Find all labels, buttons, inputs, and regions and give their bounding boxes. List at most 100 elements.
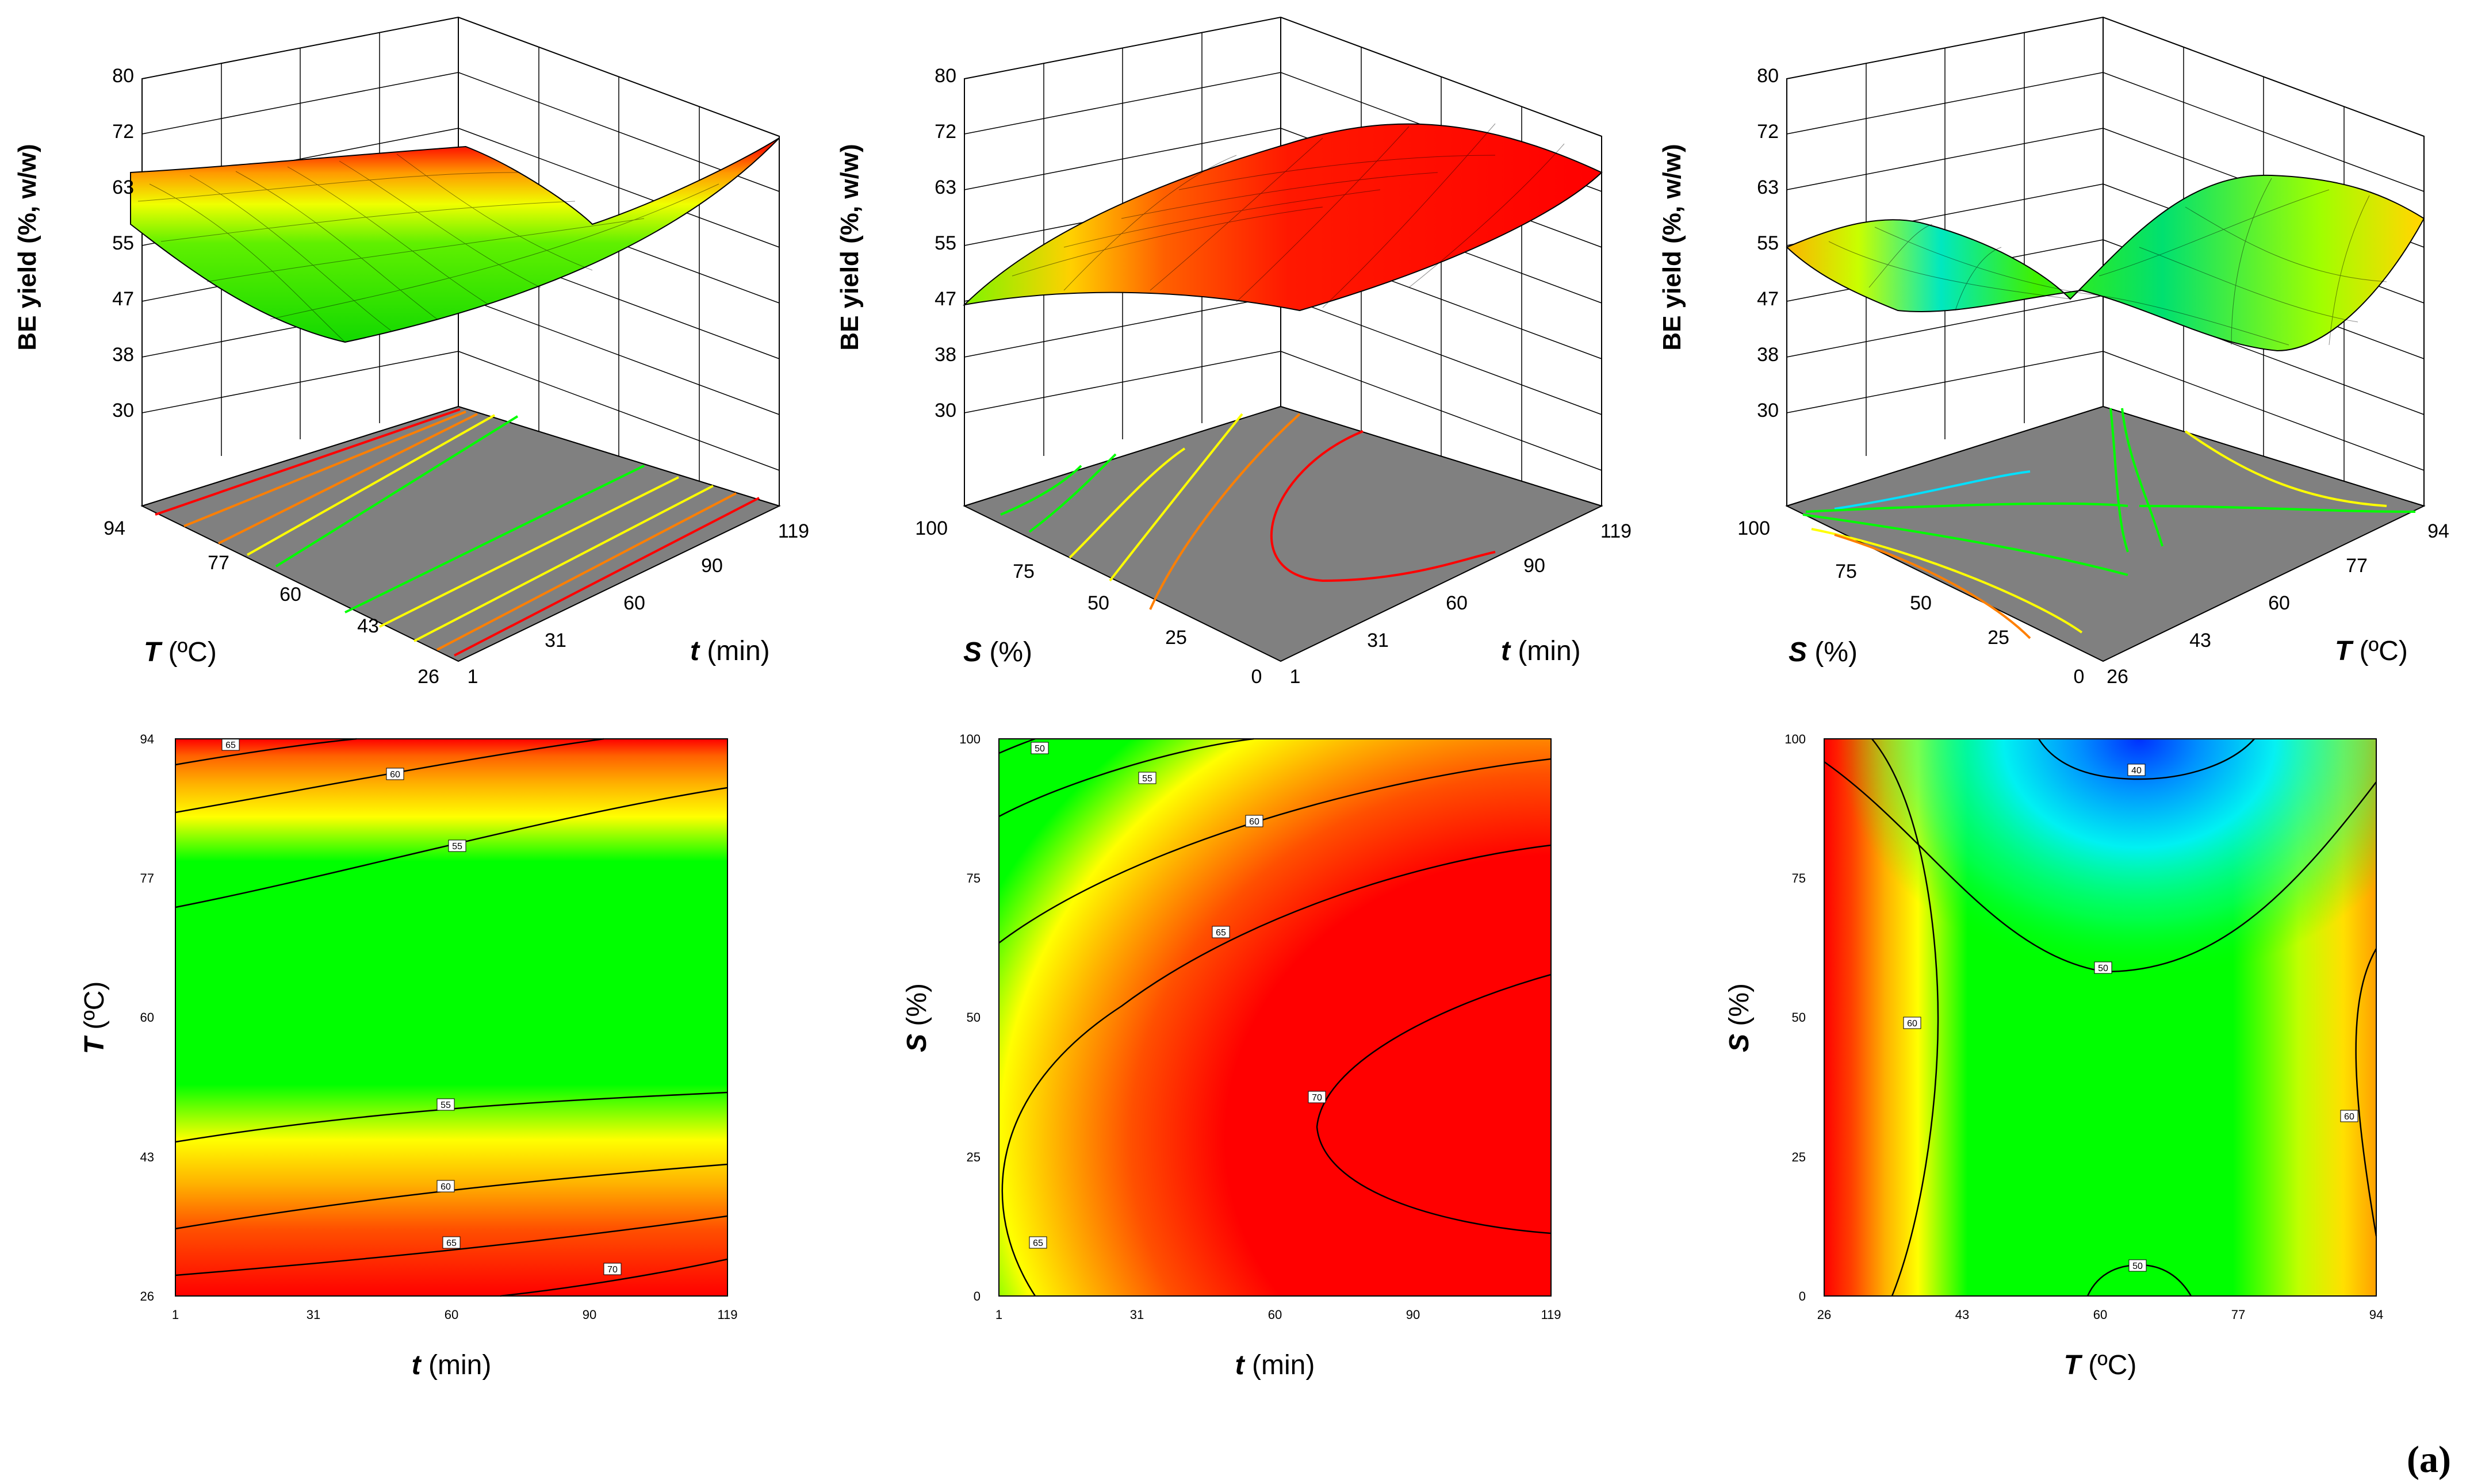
contour-label-box	[448, 839, 466, 852]
z-tick: 80	[1757, 65, 1779, 87]
y-tick: 25	[1792, 1150, 1806, 1164]
y-tick: 50	[967, 1010, 981, 1025]
x-tick: 60	[1446, 592, 1468, 614]
y-tick: 25	[1165, 627, 1187, 649]
x-tick: 77	[2346, 555, 2368, 577]
contour-floor	[963, 405, 1603, 662]
y-tick: 43	[357, 615, 379, 637]
z-tick: 47	[112, 288, 134, 310]
x-tick: 77	[2231, 1307, 2245, 1322]
surface-mesh	[1828, 178, 2387, 346]
z-axis-title: BE yield (%, w/w)	[1658, 144, 1686, 350]
x-tick: 1	[995, 1307, 1002, 1322]
contour-label-box	[2128, 1259, 2147, 1272]
y-tick: 75	[1013, 561, 1035, 582]
z-tick: 80	[935, 65, 956, 87]
y-tick: 25	[1988, 627, 2009, 649]
contour-label-box	[442, 1236, 461, 1249]
response-surface	[130, 137, 780, 343]
plot-frame	[998, 738, 1552, 1297]
y-tick: 50	[1792, 1010, 1806, 1025]
contour-label-box	[1138, 772, 1157, 784]
x-tick: 94	[2369, 1307, 2383, 1322]
y-axis-title: T (ºC)	[79, 981, 110, 1054]
contour-label: 60	[1249, 817, 1259, 827]
x-axis-title: t (min)	[1501, 636, 1581, 666]
y-tick: 25	[967, 1150, 981, 1164]
contour-floor	[1785, 405, 2426, 662]
x-tick: 60	[623, 592, 645, 614]
y-tick: 77	[140, 871, 154, 885]
x-tick: 90	[1406, 1307, 1420, 1322]
x-tick: 90	[701, 555, 723, 577]
y-tick: 100	[959, 732, 981, 746]
contour-label-box	[2094, 961, 2112, 974]
z-tick: 55	[1757, 232, 1779, 254]
x-tick: 43	[1955, 1307, 1969, 1322]
z-tick: 38	[112, 344, 134, 366]
z-tick: 80	[112, 65, 134, 87]
x-tick: 26	[1817, 1307, 1831, 1322]
x-axis-unit: (ºC)	[2081, 1350, 2137, 1381]
heatmap-field	[175, 739, 727, 1296]
y-tick: 60	[279, 584, 301, 605]
y-axis-unit: (ºC)	[79, 981, 110, 1038]
y-tick: 43	[140, 1150, 154, 1164]
x-axis-symbol: T	[2064, 1350, 2083, 1381]
z-tick: 30	[1757, 400, 1779, 421]
surface-mesh	[1012, 123, 1565, 308]
x-axis-symbol: t	[412, 1350, 422, 1381]
y-tick: 75	[967, 871, 981, 885]
contour-label-box	[1245, 815, 1263, 827]
contour-label: 65	[1033, 1238, 1043, 1248]
contour-label: 60	[1907, 1019, 1917, 1029]
contour-label: 50	[2098, 964, 2108, 973]
contour-labels: 65 60 55 55 60 65 70	[221, 738, 622, 1275]
contour-label-box	[1029, 1236, 1047, 1249]
y-axis-symbol: T	[144, 637, 163, 668]
y-tick: 60	[140, 1010, 154, 1025]
y-tick: 100	[1784, 732, 1806, 746]
contour-label: 65	[446, 1238, 457, 1248]
x-axis-symbol: T	[2335, 636, 2354, 666]
y-axis-title: S (%)	[902, 983, 932, 1052]
y-axis-unit: (%)	[902, 983, 932, 1034]
z-tick: 72	[1757, 121, 1779, 143]
contour-plot-t-S: 50 55 60 65 70 65 1 31 60 90 119 0 25 50…	[902, 732, 1561, 1381]
panel-label: (a)	[2407, 1439, 2451, 1481]
z-tick: 63	[935, 177, 956, 198]
x-tick: 119	[1541, 1307, 1561, 1322]
x-tick: 31	[1130, 1307, 1144, 1322]
y-tick: 0	[2074, 666, 2085, 688]
x-axis-unit: (min)	[421, 1350, 492, 1381]
x-tick: 119	[778, 520, 809, 542]
y-axis-title: S (%)	[1724, 983, 1755, 1052]
y-axis-unit: (%)	[1724, 983, 1755, 1034]
z-tick: 72	[935, 121, 956, 143]
y-tick: 100	[915, 517, 948, 539]
z-tick: 47	[1757, 288, 1779, 310]
x-tick: 90	[583, 1307, 596, 1322]
z-tick: 38	[935, 344, 956, 366]
x-tick: 60	[445, 1307, 458, 1322]
x-tick: 26	[2107, 666, 2128, 688]
x-tick: 119	[717, 1307, 737, 1322]
surface-plot-t-T: 80 72 63 55 47 38 30 BE yield (%, w/w) 9…	[13, 16, 809, 688]
x-tick: 60	[1268, 1307, 1282, 1322]
contour-label: 60	[390, 770, 400, 780]
contour-label: 50	[1035, 744, 1045, 754]
contour-label: 55	[452, 842, 462, 852]
y-axis-unit: (%)	[1807, 637, 1858, 668]
z-tick: 30	[935, 400, 956, 421]
y-tick: 0	[974, 1289, 981, 1303]
contour-label-box	[386, 768, 404, 780]
surface-plot-t-S: 80 72 63 55 47 38 30 BE yield (%, w/w) 1…	[836, 16, 1632, 688]
contour-label-box	[1903, 1017, 1921, 1029]
x-axis-unit: (min)	[1244, 1350, 1315, 1381]
y-axis-unit: (%)	[982, 637, 1032, 668]
contour-label-box	[1308, 1091, 1326, 1103]
contour-label: 60	[2344, 1112, 2354, 1122]
x-axis-title: t (min)	[412, 1350, 492, 1381]
x-axis-unit: (ºC)	[2352, 636, 2408, 666]
x-axis-symbol: t	[1235, 1350, 1246, 1381]
